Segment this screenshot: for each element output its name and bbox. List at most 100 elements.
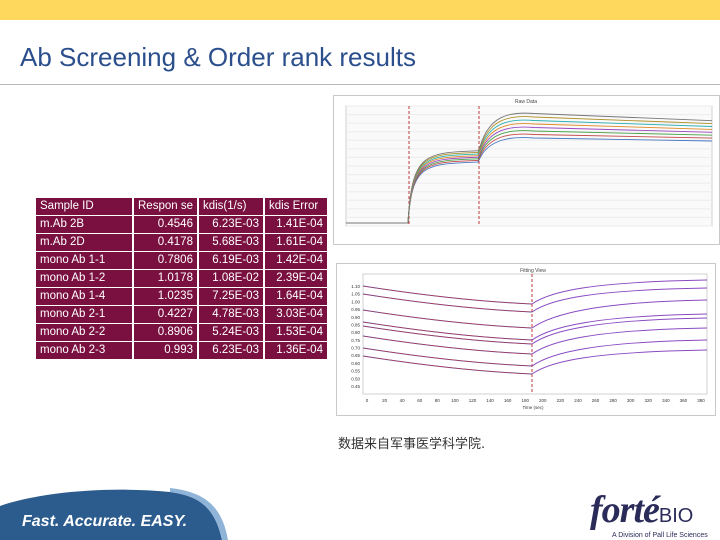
y-tick-label: 1.10 [351,284,360,289]
y-tick-label: 0.60 [351,361,360,366]
cell-kdis: 7.25E-03 [197,287,265,306]
cell-kdis-error: 1.53E-04 [276,326,323,338]
x-tick-label: 240 [574,398,582,403]
cell-kdis-error: 2.39E-04 [276,272,323,284]
fit-curve [531,313,708,341]
table-row: mono Ab 2-1 0.4227 4.78E-03 3.03E-04 [36,305,327,324]
fit-curve [531,287,708,313]
footer-swoosh [0,488,228,540]
cell-kdis-error: 3.03E-04 [276,308,323,320]
cell-kdis-error: 1.36E-04 [276,344,323,356]
x-tick-label: 120 [469,398,477,403]
footer-tagline: Fast. Accurate. EASY. [22,513,188,530]
data-curve [362,355,533,375]
cell-kdis: 5.24E-03 [197,323,265,342]
y-tick-label: 1.05 [351,292,360,297]
cell-sample-id: mono Ab 2-3 [36,341,134,359]
fit-curve [531,327,708,355]
cell-kdis-error: 1.64E-04 [276,290,323,302]
fitting-view-plot: Fitting View 1.10 1.05 1.00 0.95 0.90 0.85 0.80… [351,268,708,410]
x-tick-label: 80 [435,398,441,403]
header-kdis-error: kdis Error [268,200,319,212]
raw-data-chart: Raw Data [333,95,720,245]
x-tick-label: 40 [400,398,406,403]
fit-curve [531,339,708,367]
y-tick-label: 0.55 [351,369,360,374]
raw-data-plot: Raw Data [345,99,713,227]
y-tick-label: 0.95 [351,307,360,312]
sensor-trace [346,112,713,224]
cell-kdis: 6.19E-03 [197,251,265,270]
data-curve [362,309,533,329]
table-row: m.Ab 2B 0.4546 6.23E-03 1.41E-04 [36,215,327,234]
cell-sample-id: m.Ab 2B [36,215,134,234]
cell-kdis: 6.23E-03 [197,215,265,234]
table-row: mono Ab 2-2 0.8906 5.24E-03 1.53E-04 [36,323,327,342]
cell-sample-id: m.Ab 2D [36,233,134,252]
cell-kdis-error: 1.61E-04 [276,236,323,248]
results-table-body: m.Ab 2B 0.4546 6.23E-03 1.41E-04 m.Ab 2D 0.41… [36,215,327,359]
cell-response: 0.4546 [133,215,199,234]
cell-sample-id: mono Ab 1-4 [36,287,134,306]
title-divider [0,84,720,85]
x-tick-label: 100 [451,398,459,403]
cell-response: 1.0178 [133,269,199,288]
fortebio-logo: fortéBIO A Division of Pall Life Science… [590,488,708,539]
x-axis-label: Time (sec) [522,405,544,410]
header-sample-id: Sample ID [36,198,134,216]
cell-kdis: 5.68E-03 [197,233,265,252]
header-response: Respon se [133,198,199,216]
x-tick-label: 200 [539,398,547,403]
data-curve [362,347,533,367]
x-tick-label: 160 [504,398,512,403]
cell-sample-id: mono Ab 1-2 [36,269,134,288]
x-tick-label: 0 [366,398,369,403]
y-tick-label: 0.45 [351,384,360,389]
y-tick-label: 0.70 [351,346,360,351]
x-tick-label: 20 [382,398,388,403]
cell-kdis-error: 1.41E-04 [276,218,323,230]
fit-curve [531,279,708,305]
x-tick-label: 60 [417,398,423,403]
x-tick-label: 280 [609,398,617,403]
page-title: Ab Screening & Order rank results [20,42,416,72]
cell-sample-id: mono Ab 2-2 [36,323,134,342]
cell-sample-id: mono Ab 2-1 [36,305,134,324]
data-curve [362,321,533,341]
x-tick-label: 180 [521,398,529,403]
x-tick-label: 220 [557,398,565,403]
table-row: m.Ab 2D 0.4178 5.68E-03 1.61E-04 [36,233,327,252]
table-row: mono Ab 1-1 0.7806 6.19E-03 1.42E-04 [36,251,327,270]
cell-response: 0.8906 [133,323,199,342]
fit-curve [531,299,708,329]
cell-response: 0.7806 [133,251,199,270]
table-row: mono Ab 1-2 1.0178 1.08E-02 2.39E-04 [36,269,327,288]
plot-area [362,273,708,395]
x-tick-label: 340 [662,398,670,403]
logo-bio-text: BIO [658,505,694,527]
y-tick-label: 0.85 [351,322,360,327]
data-source-note: 数据来自军事医学科学院. [338,437,486,452]
cell-response: 1.0235 [133,287,199,306]
chart-title: Fitting View [520,268,546,274]
chart-title: Raw Data [515,99,537,105]
cell-kdis: 1.08E-02 [197,269,265,288]
top-accent-bar [0,0,720,20]
data-curve [362,325,533,345]
data-curve [362,285,533,305]
x-tick-label: 140 [486,398,494,403]
fit-curve [531,317,708,345]
y-tick-label: 0.80 [351,330,360,335]
cell-response: 0.4227 [133,305,199,324]
x-tick-label: 380 [697,398,705,403]
cell-sample-id: mono Ab 1-1 [36,251,134,270]
x-tick-label: 260 [592,398,600,403]
cell-response: 0.4178 [133,233,199,252]
table-row: mono Ab 2-3 0.993 6.23E-03 1.36E-04 [36,341,327,359]
y-tick-label: 0.75 [351,338,360,343]
header-kdis: kdis(1/s) [197,198,265,216]
y-tick-label: 0.50 [351,376,360,381]
cell-response: 0.993 [133,341,199,359]
y-tick-label: 0.90 [351,315,360,320]
y-tick-label: 0.65 [351,353,360,358]
